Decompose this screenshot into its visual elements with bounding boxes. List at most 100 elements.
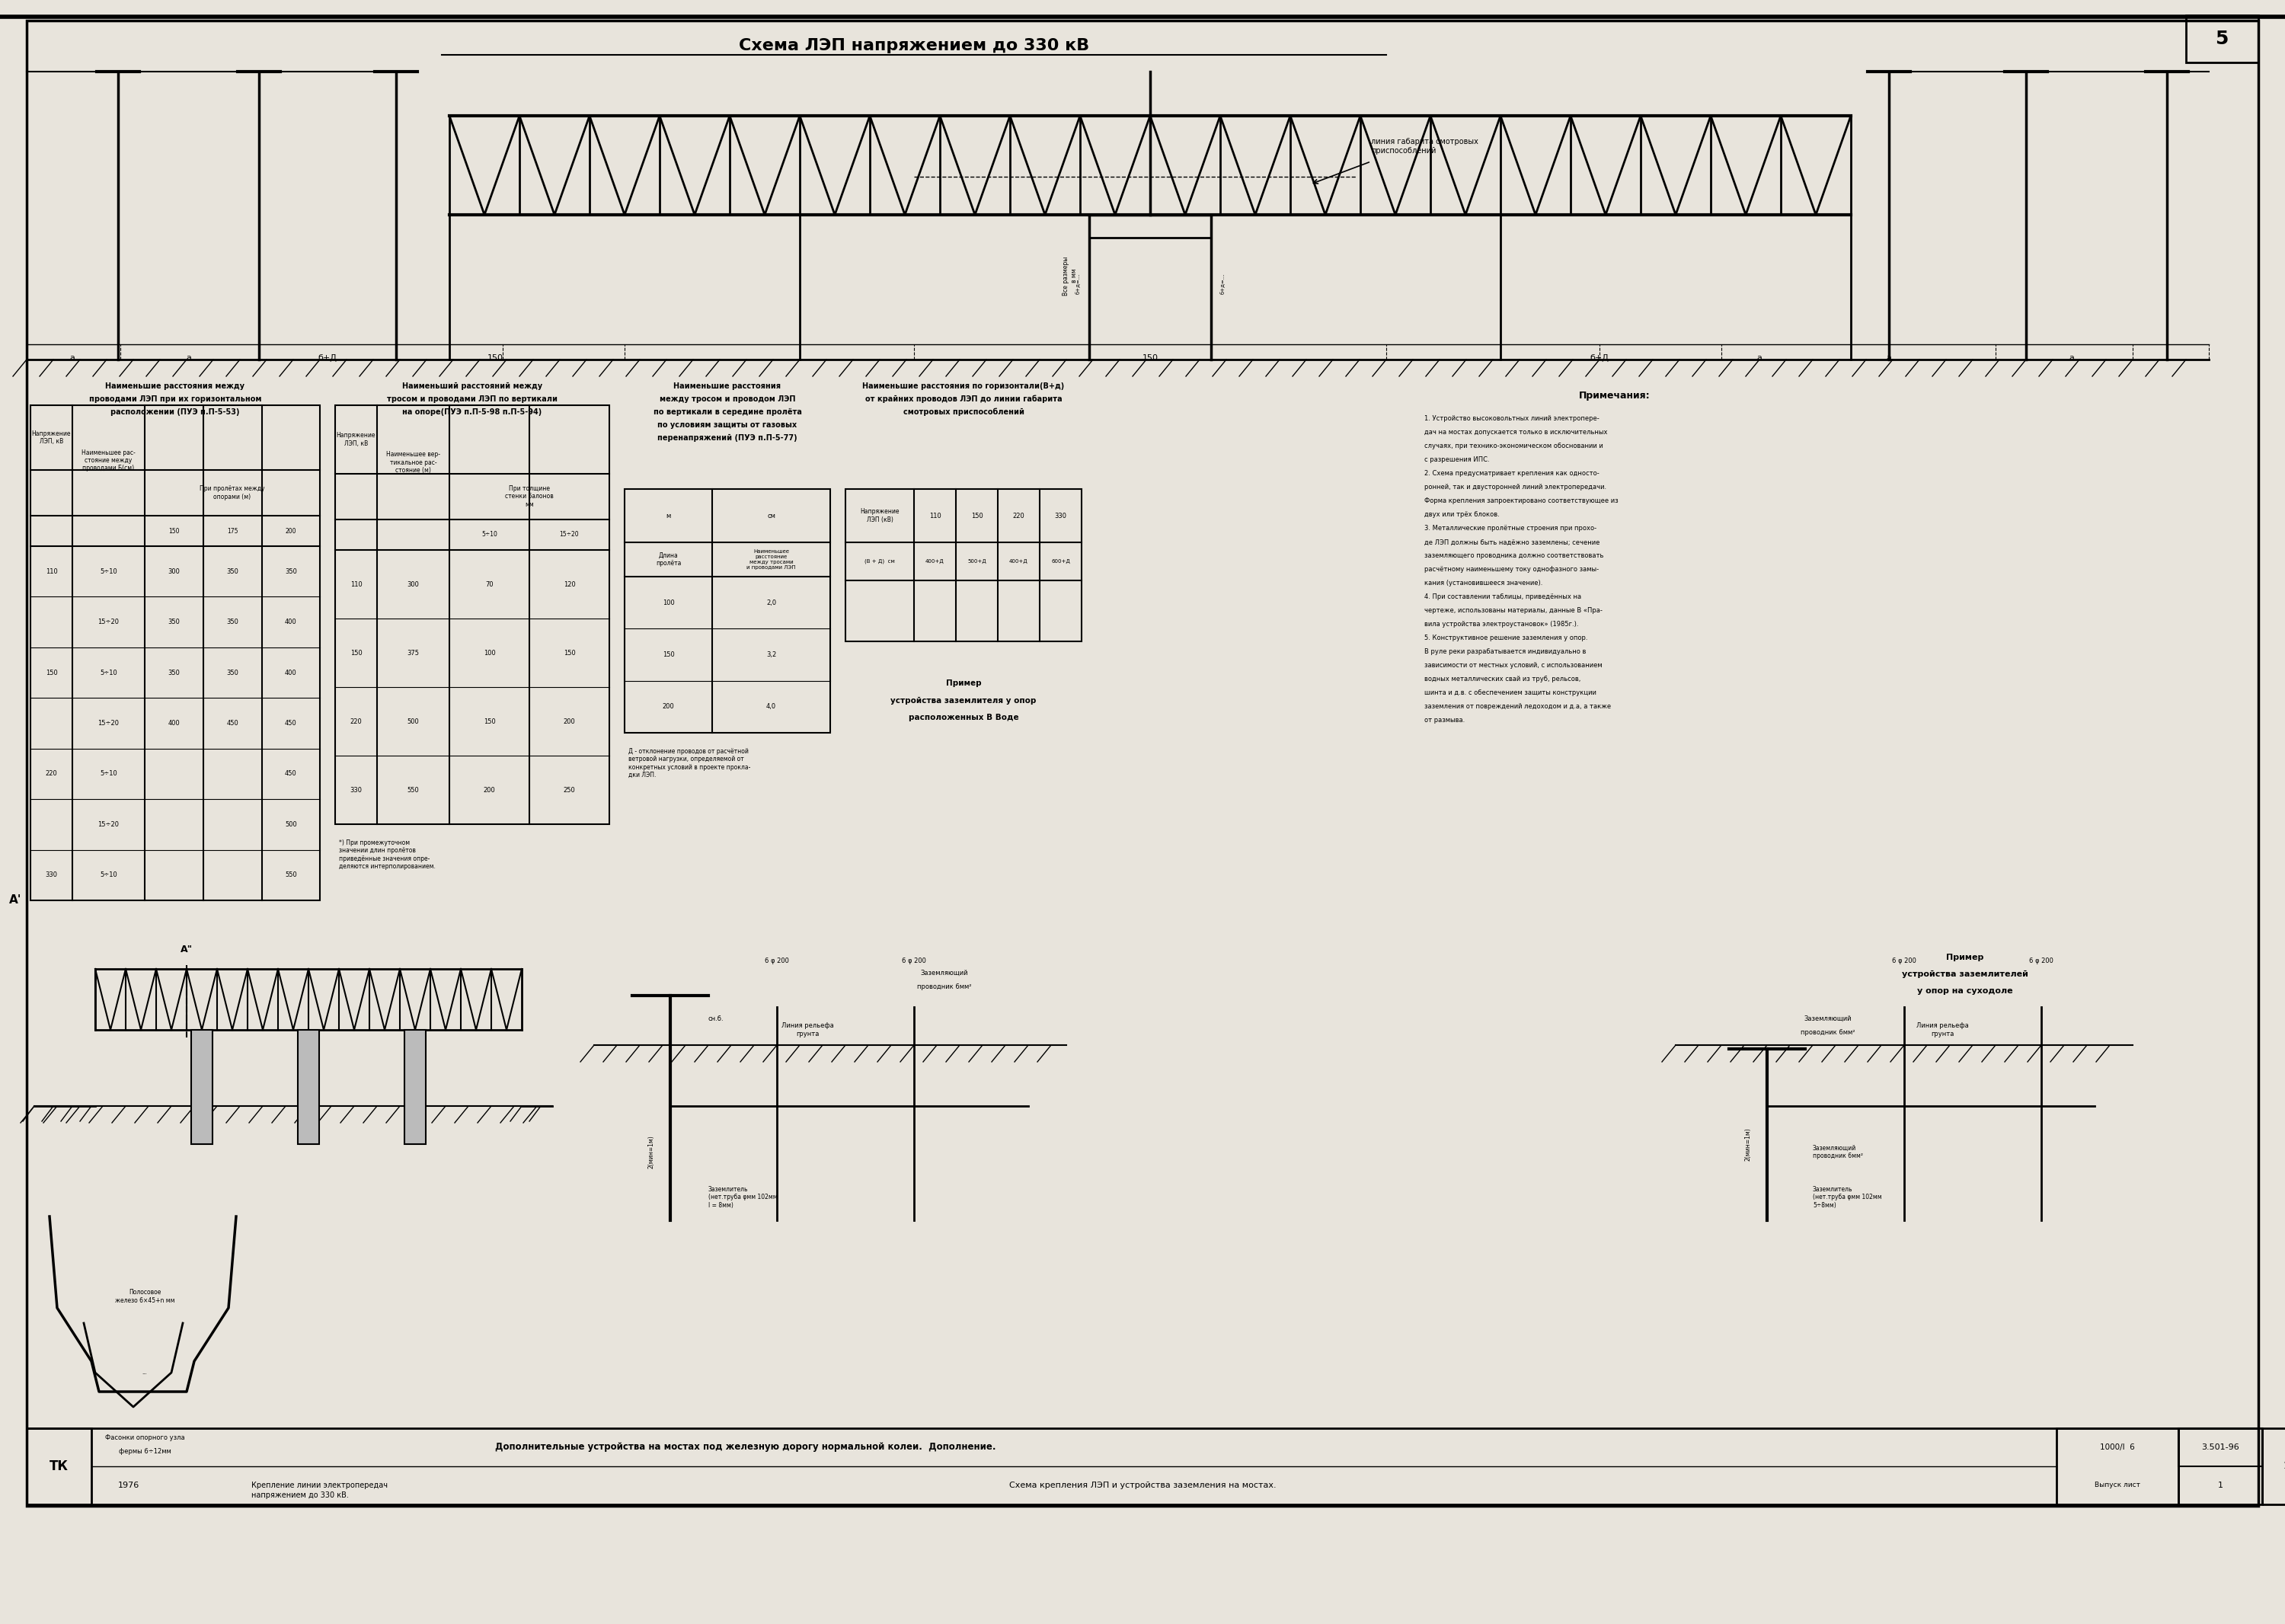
Bar (2262, 1427, 2285, 1504)
Text: 400+Д: 400+Д (1010, 559, 1028, 564)
Text: 350: 350 (169, 619, 181, 625)
Text: (В + Д)  см: (В + Д) см (864, 559, 896, 564)
Text: м: м (665, 512, 672, 520)
Text: 200: 200 (564, 718, 576, 724)
Text: Заземляющий: Заземляющий (921, 970, 969, 976)
Text: 3,2: 3,2 (765, 651, 777, 658)
Text: 375: 375 (407, 650, 420, 656)
Text: б+Д: б+Д (1590, 354, 1609, 362)
Bar (2056, 1427, 2178, 1504)
Text: 220: 220 (46, 770, 57, 778)
Text: 400: 400 (169, 719, 181, 726)
Text: 450: 450 (286, 770, 297, 778)
Text: 550: 550 (407, 786, 418, 794)
Text: 500: 500 (407, 718, 418, 724)
Bar (27, 1427, 91, 1504)
Text: 6 φ 200: 6 φ 200 (2029, 958, 2054, 965)
Text: 70: 70 (484, 581, 494, 588)
Bar (27, 1427, 2258, 1504)
Text: Наименьшие расстояния: Наименьшие расстояния (674, 382, 781, 390)
Text: 300: 300 (169, 568, 181, 575)
Text: дач на мостах допускается только в исключительных: дач на мостах допускается только в исклю… (1424, 429, 1609, 437)
Text: 220: 220 (350, 718, 361, 724)
Text: 3. Металлические пролётные строения при прохо-: 3. Металлические пролётные строения при … (1424, 525, 1597, 533)
Text: 1: 1 (2216, 1481, 2223, 1489)
Text: 500: 500 (286, 822, 297, 828)
Text: на опоре(ПУЭ п.П-5-98 п.П-5-94): на опоре(ПУЭ п.П-5-98 п.П-5-94) (402, 408, 542, 416)
Text: 450: 450 (286, 719, 297, 726)
Bar (336, 406, 610, 825)
Text: 110: 110 (46, 568, 57, 575)
Text: смотровых приспособлений: смотровых приспособлений (903, 408, 1024, 416)
Text: случаях, при технико-экономическом обосновании и: случаях, при технико-экономическом обосн… (1424, 443, 1604, 450)
Bar (2187, 15, 2258, 62)
Text: 330: 330 (350, 786, 361, 794)
Text: проводами ЛЭП при их горизонтальном: проводами ЛЭП при их горизонтальном (89, 395, 260, 403)
Text: 100: 100 (663, 599, 674, 606)
Text: Крепление линии электропередач: Крепление линии электропередач (251, 1481, 388, 1489)
Text: б+Д: б+Д (318, 354, 336, 362)
Text: шинта и д.в. с обеспечением защиты конструкции: шинта и д.в. с обеспечением защиты конст… (1424, 690, 1597, 697)
Text: Схема крепления ЛЭП и устройства заземления на мостах.: Схема крепления ЛЭП и устройства заземле… (1010, 1481, 1275, 1489)
Text: 6 φ 200: 6 φ 200 (903, 958, 925, 965)
Text: При пролётах между
опорами (м): При пролётах между опорами (м) (199, 486, 265, 500)
Text: 350: 350 (226, 619, 238, 625)
Text: ронней, так и двусторонней линий электропередачи.: ронней, так и двусторонней линий электро… (1424, 484, 1606, 490)
Text: 400+Д: 400+Д (925, 559, 944, 564)
Text: по вертикали в середине пролёта: по вертикали в середине пролёта (654, 408, 802, 416)
Text: Наименьшее
расстояние
между тросами
и проводами ЛЭП: Наименьшее расстояние между тросами и пр… (747, 549, 795, 570)
Text: 1976: 1976 (119, 1481, 139, 1489)
Text: б+д=...: б+д=... (1220, 273, 1225, 294)
Text: 120: 120 (564, 581, 576, 588)
Text: напряжением до 330 кВ.: напряжением до 330 кВ. (251, 1491, 350, 1499)
Text: 250: 250 (564, 786, 576, 794)
Text: проводник 6мм²: проводник 6мм² (1801, 1028, 1855, 1036)
Text: 4,0: 4,0 (765, 703, 777, 710)
Text: А": А" (181, 945, 192, 955)
Text: тросом и проводами ЛЭП по вертикали: тросом и проводами ЛЭП по вертикали (386, 395, 558, 403)
Text: сн.б.: сн.б. (708, 1015, 724, 1021)
Text: 350: 350 (226, 669, 238, 676)
Bar (624, 489, 829, 732)
Text: Полосовое
железо 6×45+n мм: Полосовое железо 6×45+n мм (114, 1289, 174, 1304)
Text: 150: 150 (350, 650, 361, 656)
Text: 200: 200 (286, 528, 297, 534)
Text: В руле реки разрабатывается индивидуально в: В руле реки разрабатывается индивидуальн… (1424, 648, 1586, 656)
Text: 450: 450 (226, 719, 238, 726)
Text: 330: 330 (1053, 512, 1067, 520)
Text: 400: 400 (286, 619, 297, 625)
Text: 150: 150 (564, 650, 576, 656)
Text: 150: 150 (487, 354, 503, 362)
Bar (404, 1030, 425, 1145)
Text: Наименьшее рас-
стояние между
проводами Б(см): Наименьшее рас- стояние между проводами … (82, 450, 135, 473)
Text: 150: 150 (169, 528, 181, 534)
Text: 3.501-96: 3.501-96 (2200, 1444, 2239, 1452)
Text: 150: 150 (1142, 354, 1158, 362)
Text: 175: 175 (226, 528, 238, 534)
Text: 6 φ 200: 6 φ 200 (765, 958, 788, 965)
Text: a: a (187, 354, 192, 362)
Text: по условиям защиты от газовых: по условиям защиты от газовых (658, 421, 797, 429)
Text: устройства заземлителей: устройства заземлителей (1901, 971, 2029, 978)
Text: *) При промежуточном
значении длин пролётов
приведённые значения опре-
деляются : *) При промежуточном значении длин пролё… (338, 840, 436, 870)
Text: б+д=...: б+д=... (1076, 273, 1081, 294)
Text: Дополнительные устройства на мостах под железную дорогу нормальной колеи.  Допол: Дополнительные устройства на мостах под … (496, 1442, 996, 1452)
Text: Выпуск лист: Выпуск лист (2095, 1483, 2141, 1489)
Bar (192, 1030, 213, 1145)
Text: 15÷20: 15÷20 (98, 619, 119, 625)
Text: Длина
пролёта: Длина пролёта (656, 552, 681, 567)
Text: расположении (ПУЭ п.П-5-53): расположении (ПУЭ п.П-5-53) (110, 408, 240, 416)
Text: a: a (1887, 354, 1892, 362)
Bar (297, 1030, 320, 1145)
Text: с разрешения ИПС.: с разрешения ИПС. (1424, 456, 1490, 463)
Text: Заземляющий: Заземляющий (1805, 1015, 1851, 1021)
Text: a: a (71, 354, 75, 362)
Text: Напряжение
ЛЭП (кВ): Напряжение ЛЭП (кВ) (859, 508, 900, 523)
Text: 5÷10: 5÷10 (101, 872, 117, 879)
Text: 400: 400 (286, 669, 297, 676)
Text: 200: 200 (484, 786, 496, 794)
Text: устройства заземлителя у опор: устройства заземлителя у опор (891, 697, 1037, 705)
Bar (2178, 1427, 2262, 1466)
Text: 300: 300 (407, 581, 418, 588)
Text: 4. При составлении таблицы, приведённых на: 4. При составлении таблицы, приведённых … (1424, 594, 1581, 601)
